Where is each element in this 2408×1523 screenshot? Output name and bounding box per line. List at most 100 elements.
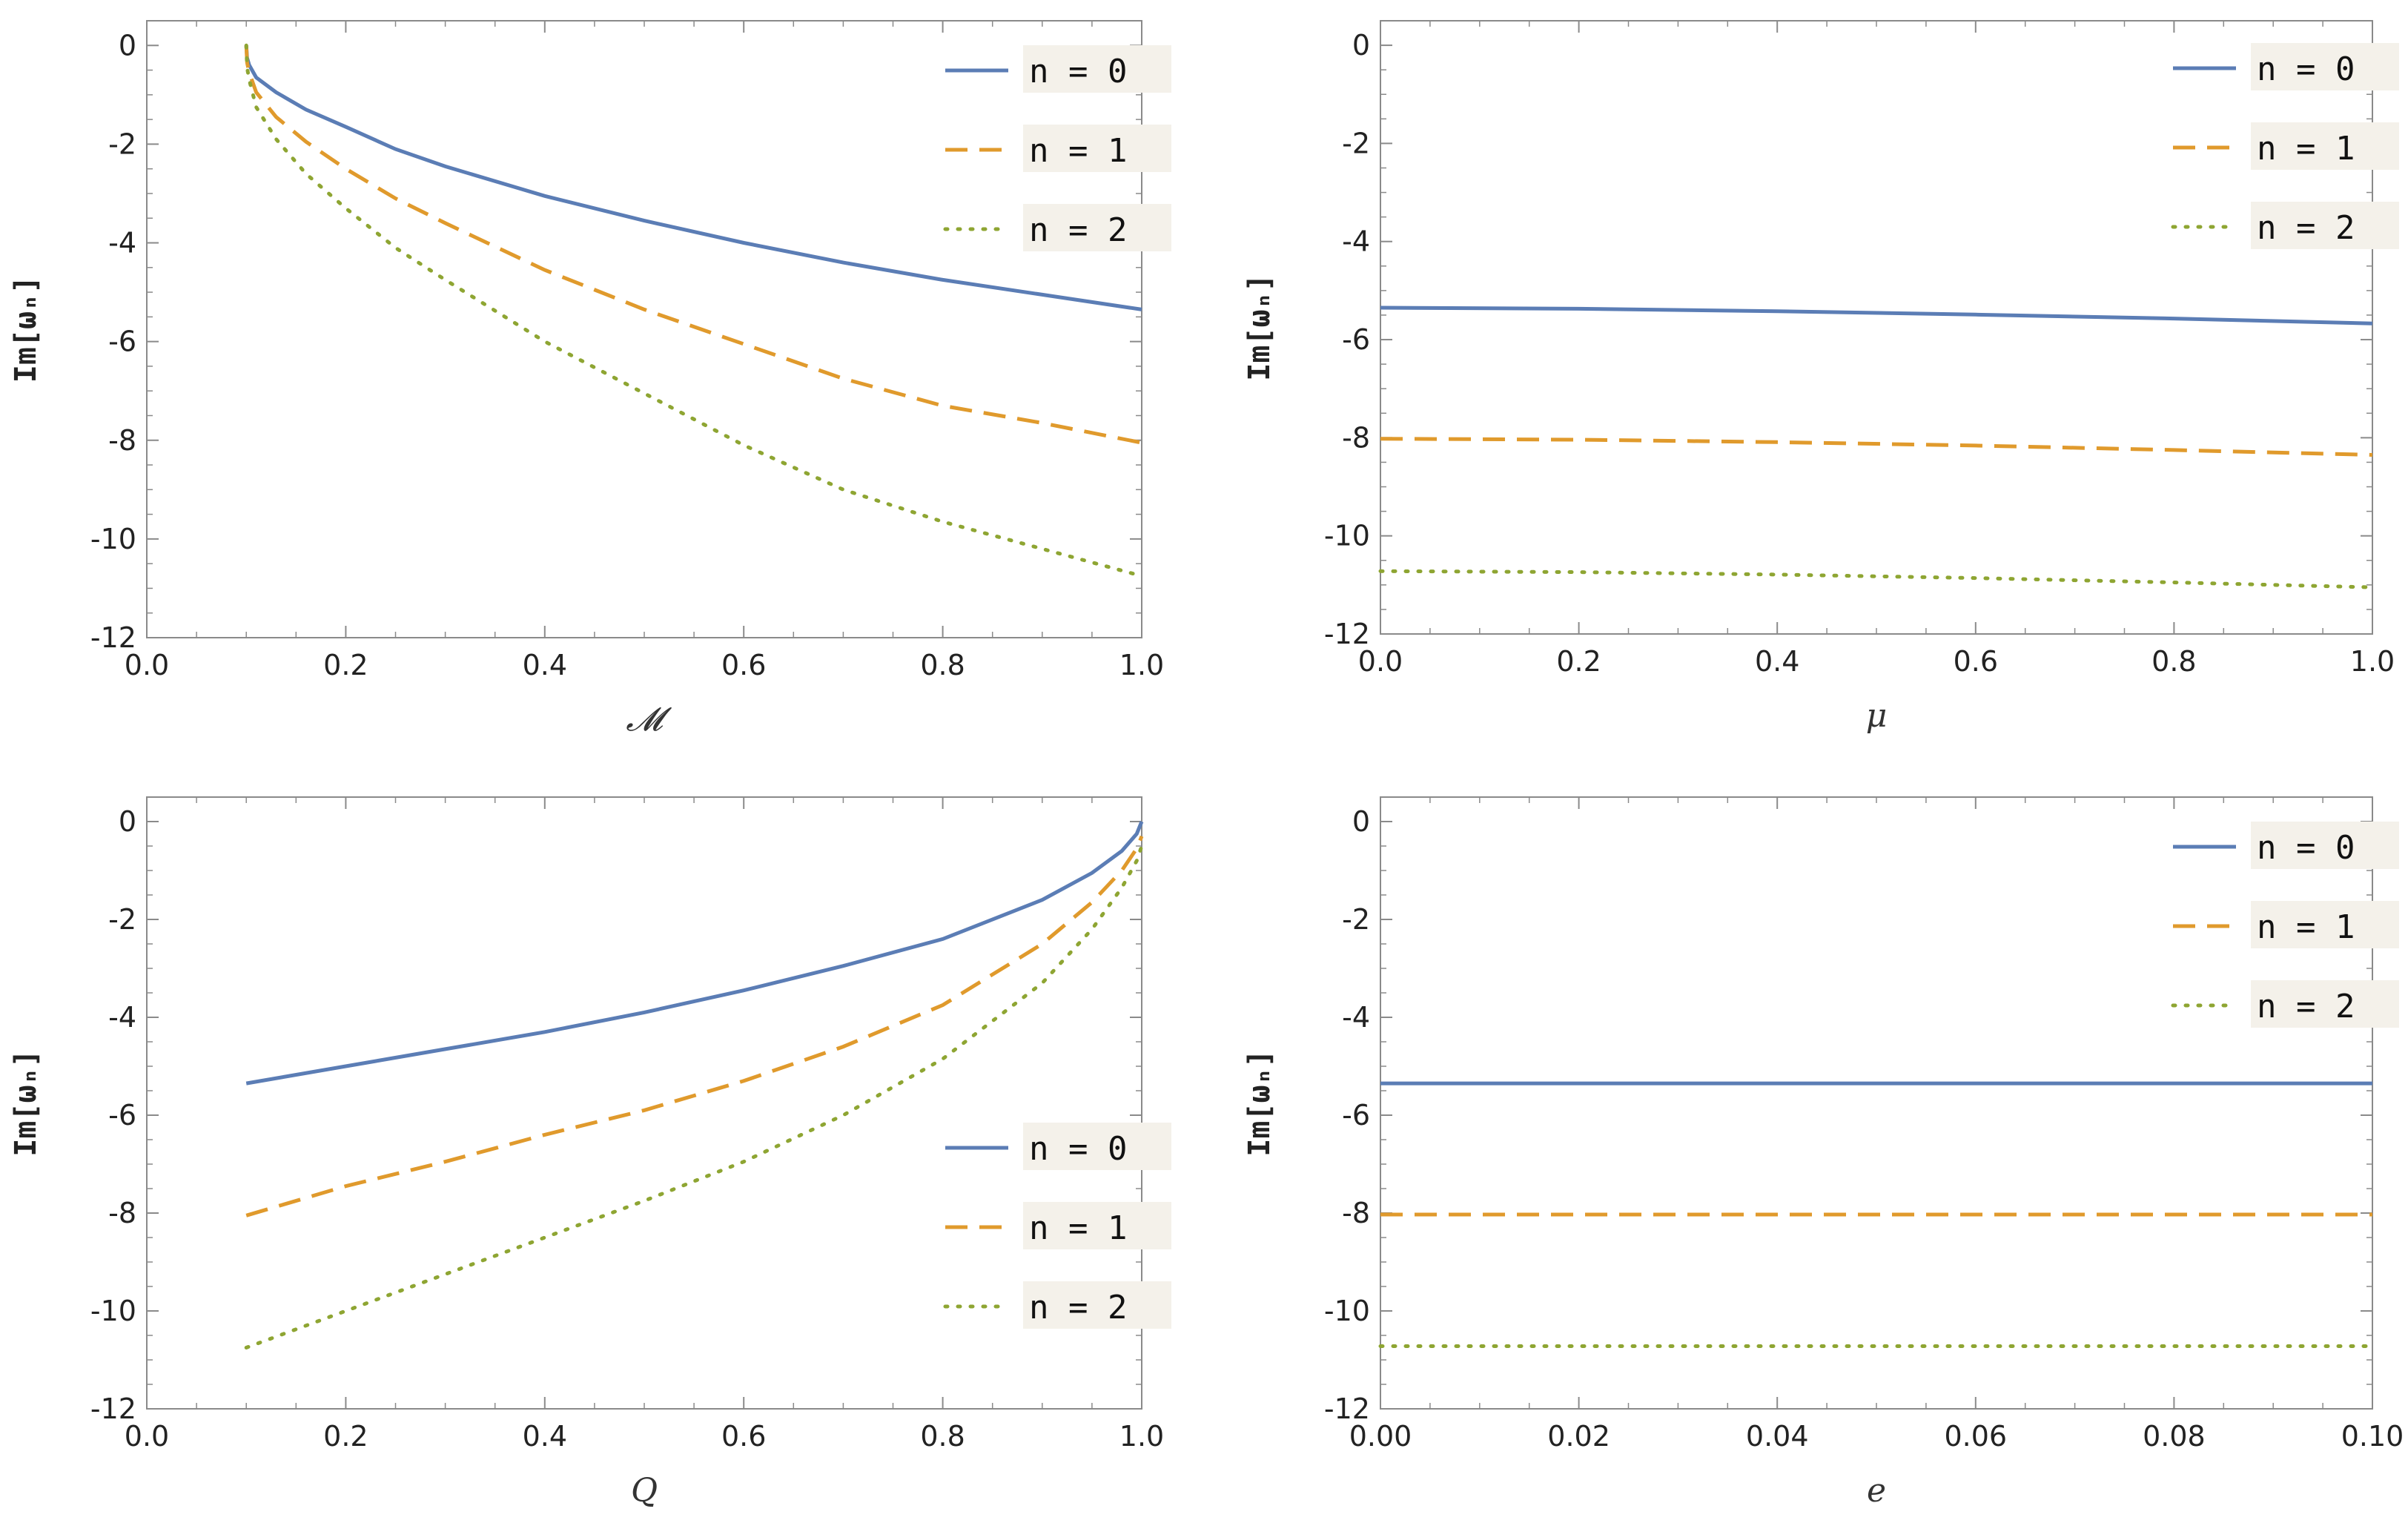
y-tick-label: -6 <box>1342 323 1370 356</box>
chart-panel-4: 0.00 0.02 0.04 0.06 0.08 0.10 0 -2 -4 -6 -8 -10 -12 e… <box>1243 796 2404 1510</box>
legend-label-bg <box>2251 43 2399 90</box>
legend-item-n1: n = 1 <box>2173 901 2399 948</box>
series-line-n2 <box>244 43 1144 578</box>
chart-panel-1: 0.0 0.2 0.4 0.6 0.8 1.0 0 -2 -4 -6 -8 -10 -12 𝓜 Im[ωₙ]… <box>9 20 1171 739</box>
legend-label-bg <box>2251 980 2399 1028</box>
legend-label: n = 2 <box>1029 1289 1127 1327</box>
y-tick-label: 0 <box>1352 29 1370 62</box>
x-tick-label: 1.0 <box>1119 649 1164 681</box>
plot-frame <box>146 796 1142 1410</box>
y-tick-label: -6 <box>108 326 136 358</box>
legend-label: n = 0 <box>2257 829 2355 867</box>
x-axis-label: 𝓜 <box>626 701 672 739</box>
y-tick-label: -2 <box>1342 127 1370 159</box>
y-tick-label: -10 <box>1324 1295 1370 1327</box>
x-tick-label: 0.2 <box>323 649 368 681</box>
legend-item-n2: n = 2 <box>2171 202 2399 249</box>
legend-item-n0: n = 0 <box>2173 822 2399 869</box>
legend-label-bg <box>2251 901 2399 948</box>
series-line-n0 <box>245 821 1144 1086</box>
series-line-n0 <box>244 45 1142 311</box>
legend-label: n = 0 <box>2257 50 2355 88</box>
x-tick-label: 0.0 <box>125 1420 169 1453</box>
y-tick-label: -12 <box>1324 1392 1370 1425</box>
series-line-n1 <box>245 835 1144 1218</box>
x-tick-label: 0.6 <box>721 1420 766 1453</box>
y-tick-label: -4 <box>1342 1001 1370 1034</box>
legend-item-n1: n = 1 <box>945 125 1171 172</box>
legend-label-bg <box>2251 822 2399 869</box>
legend-item-n0: n = 0 <box>945 1123 1171 1170</box>
y-tick-label: -10 <box>90 1295 136 1327</box>
x-axis-label: e <box>1867 1472 1886 1510</box>
y-tick-label: -10 <box>1324 520 1370 552</box>
x-tick-label: 0.00 <box>1349 1420 1412 1453</box>
plot-frame <box>1380 20 2373 635</box>
series-line-n1 <box>244 45 1142 445</box>
legend: n = 0 n = 1 n = 2 <box>2171 822 2399 1028</box>
plot-frame <box>146 20 1142 638</box>
legend-item-n1: n = 1 <box>2173 122 2399 170</box>
legend-label: n = 1 <box>1029 132 1127 170</box>
y-tick-label: -4 <box>108 1001 136 1034</box>
legend-label-bg <box>1023 1202 1171 1249</box>
x-tick-label: 0.6 <box>721 649 766 681</box>
x-axis-label: μ <box>1866 697 1888 735</box>
series-line-n2 <box>1378 569 2375 589</box>
x-tick-label: 1.0 <box>2350 645 2395 678</box>
legend-item-n2: n = 2 <box>943 204 1171 251</box>
x-tick-label: 0.8 <box>920 649 965 681</box>
x-tick-label: 0.6 <box>1954 645 1998 678</box>
legend-item-n0: n = 0 <box>2173 43 2399 90</box>
legend-label-bg <box>1023 1123 1171 1170</box>
y-tick-label: 0 <box>1352 805 1370 838</box>
x-tick-label: 0.02 <box>1547 1420 1610 1453</box>
legend-label: n = 1 <box>2257 130 2355 168</box>
y-tick-label: -8 <box>108 424 136 457</box>
chart-panel-3: 0.0 0.2 0.4 0.6 0.8 1.0 0 -2 -4 -6 -8 -10 -12 Q Im[ωₙ]… <box>9 796 1171 1510</box>
y-tick-label: -12 <box>90 621 136 654</box>
y-tick-label: -10 <box>90 523 136 555</box>
legend-label-bg <box>1023 204 1171 251</box>
legend-label-bg <box>1023 125 1171 172</box>
legend-item-n2: n = 2 <box>943 1281 1171 1329</box>
x-axis-label: Q <box>631 1472 658 1510</box>
y-tick-label: -2 <box>1342 903 1370 936</box>
x-tick-label: 0.0 <box>125 649 169 681</box>
y-tick-label: -6 <box>108 1099 136 1131</box>
y-axis-label: Im[ωₙ] <box>1243 274 1277 381</box>
legend: n = 0 n = 1 n = 2 <box>943 45 1171 251</box>
x-tick-label: 0.06 <box>1944 1420 2007 1453</box>
legend: n = 0 n = 1 n = 2 <box>2171 43 2399 249</box>
legend-label-bg <box>2251 122 2399 170</box>
y-tick-label: -6 <box>1342 1099 1370 1131</box>
legend-label: n = 2 <box>2257 988 2355 1025</box>
legend-item-n2: n = 2 <box>2171 980 2399 1028</box>
legend-label: n = 2 <box>2257 209 2355 247</box>
y-tick-label: -4 <box>1342 225 1370 258</box>
x-tick-label: 0.4 <box>523 649 567 681</box>
legend-label-bg <box>1023 1281 1171 1329</box>
x-tick-label: 0.4 <box>523 1420 567 1453</box>
legend-item-n0: n = 0 <box>945 45 1171 93</box>
y-tick-label: 0 <box>119 805 136 838</box>
x-tick-label: 0.04 <box>1746 1420 1809 1453</box>
y-tick-label: -4 <box>108 227 136 260</box>
legend-label: n = 1 <box>1029 1209 1127 1247</box>
legend-label: n = 1 <box>2257 908 2355 946</box>
y-tick-label: -8 <box>1342 421 1370 454</box>
x-tick-label: 0.0 <box>1358 645 1403 678</box>
legend-label: n = 0 <box>1029 53 1127 90</box>
y-tick-label: 0 <box>119 29 136 62</box>
x-tick-label: 0.08 <box>2143 1420 2206 1453</box>
x-tick-label: 0.8 <box>2151 645 2196 678</box>
y-axis-label: Im[ωₙ] <box>9 1049 43 1157</box>
x-tick-label: 0.10 <box>2341 1420 2404 1453</box>
series-line-n1 <box>1380 437 2373 457</box>
legend-label: n = 0 <box>1029 1130 1127 1168</box>
x-tick-label: 0.2 <box>1556 645 1601 678</box>
chart-panel-2: 0.0 0.2 0.4 0.6 0.8 1.0 0 -2 -4 -6 -8 -10 -12 μ Im[ωₙ]… <box>1243 20 2399 735</box>
y-tick-label: -2 <box>108 128 136 160</box>
legend-item-n1: n = 1 <box>945 1202 1171 1249</box>
